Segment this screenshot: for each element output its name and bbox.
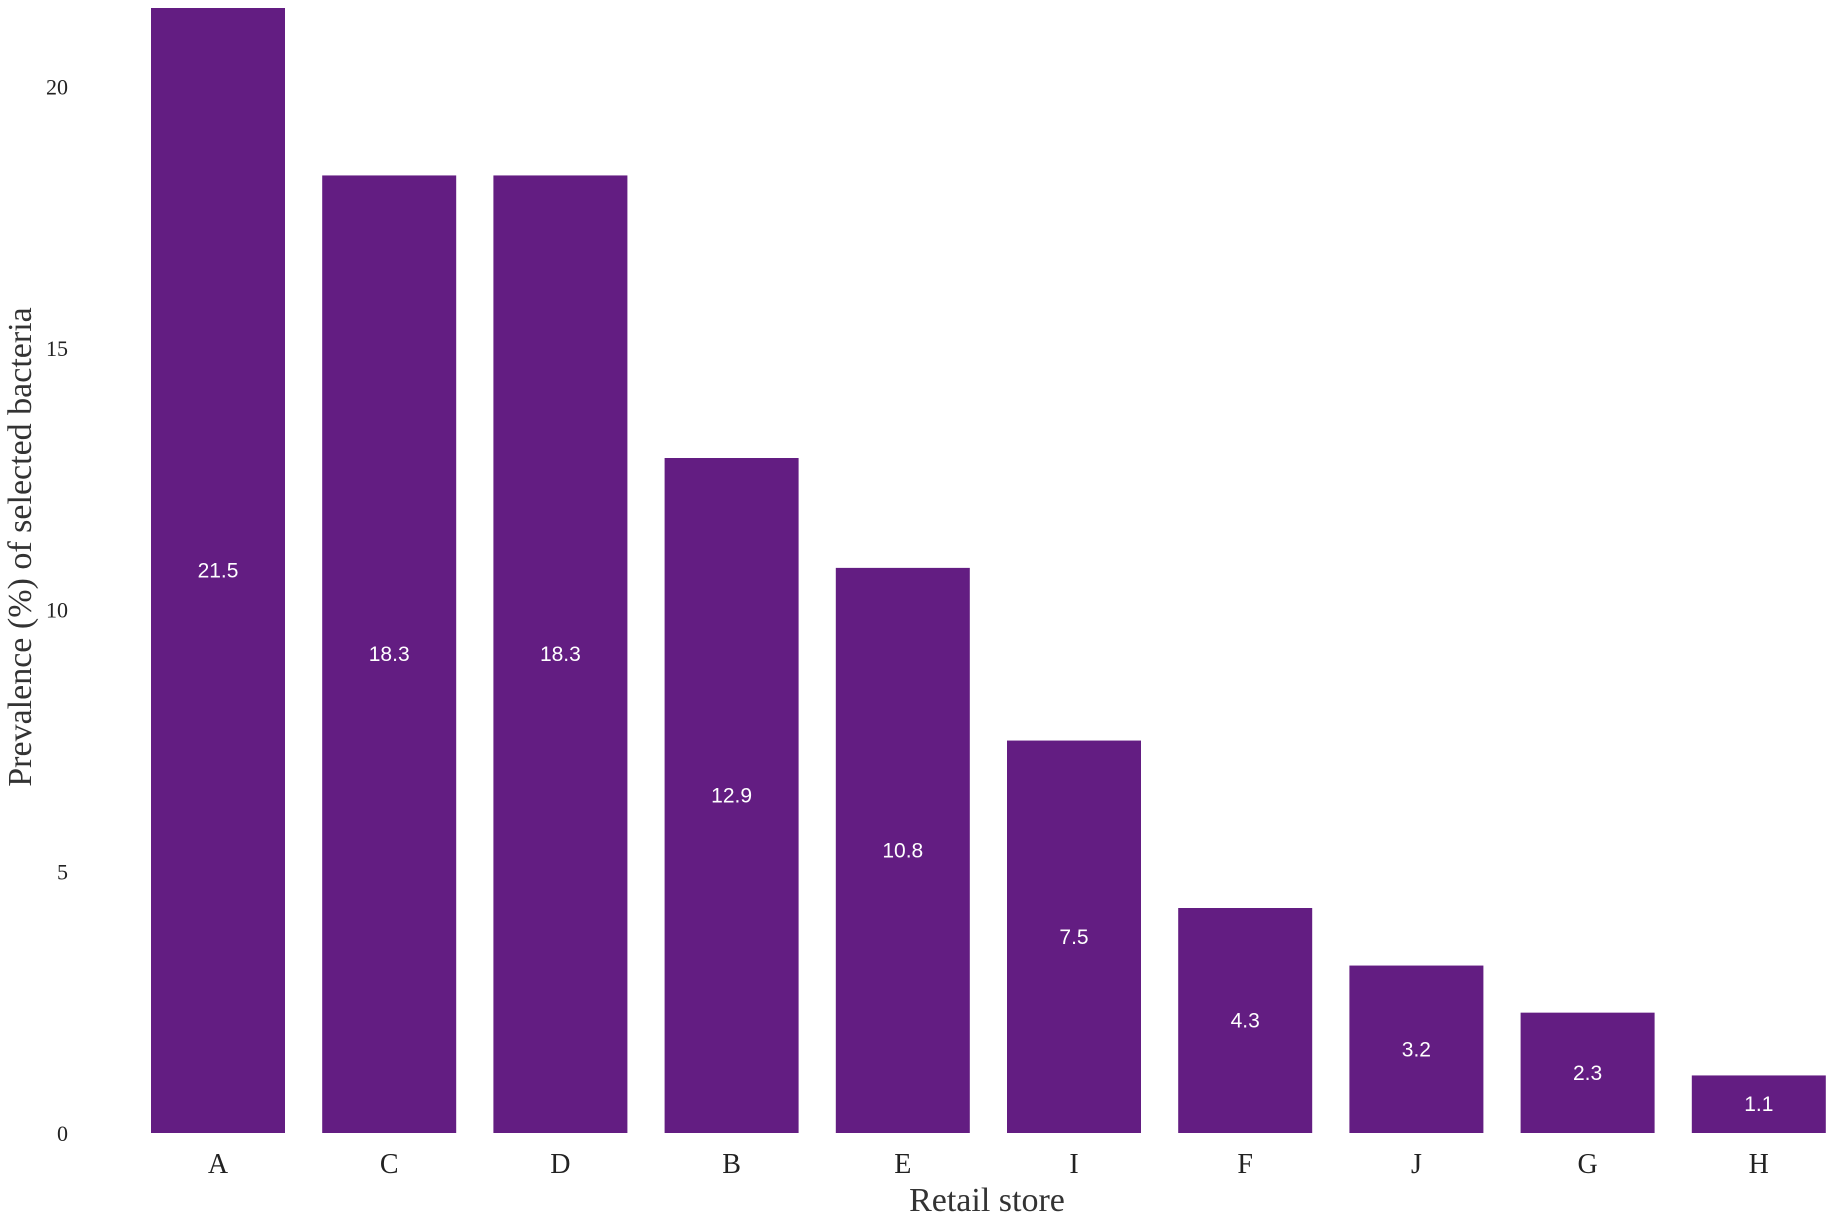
bar-value-label: 21.5	[198, 560, 239, 583]
x-tick-label: J	[1411, 1149, 1422, 1180]
bar-C	[322, 175, 457, 1133]
bar-G	[1520, 1012, 1655, 1133]
bars-group	[151, 8, 1826, 1133]
y-tick-label: 20	[46, 74, 68, 99]
y-tick-label: 5	[57, 859, 68, 884]
x-tick-label: E	[894, 1149, 911, 1180]
y-axis-title: Prevalence (%) of selected bacteria	[2, 307, 39, 787]
bar-value-label: 1.1	[1744, 1093, 1773, 1116]
x-tick-label: C	[380, 1149, 399, 1180]
bar-value-label: 10.8	[882, 839, 923, 862]
x-tick-label: G	[1577, 1149, 1597, 1180]
bar-E	[835, 567, 970, 1133]
x-tick-label: A	[208, 1149, 229, 1180]
x-tick-label: B	[722, 1149, 741, 1180]
bar-B	[664, 458, 799, 1133]
bar-A	[151, 8, 285, 1133]
bar-value-label: 18.3	[540, 643, 581, 666]
y-tick-label: 15	[46, 336, 68, 361]
bar-H	[1691, 1075, 1826, 1133]
x-axis-title: Retail store	[909, 1182, 1065, 1219]
x-tick-label: D	[550, 1149, 570, 1180]
bar-value-label: 12.9	[711, 785, 752, 808]
x-tick-label: F	[1237, 1149, 1253, 1180]
y-tick-label: 0	[57, 1121, 68, 1146]
bar-value-label: 7.5	[1059, 926, 1088, 949]
bar-value-label: 2.3	[1573, 1062, 1602, 1085]
bar-value-label: 3.2	[1402, 1038, 1431, 1061]
bar-D	[493, 175, 628, 1133]
bar-value-label: 4.3	[1231, 1010, 1260, 1033]
x-tick-label: I	[1069, 1149, 1078, 1180]
bar-J	[1349, 965, 1484, 1133]
bar-F	[1178, 908, 1313, 1133]
bar-I	[1007, 740, 1141, 1133]
y-axis-ticks: 0 5 10 15 20	[46, 74, 68, 1146]
bar-value-labels: 21.5 18.3 18.3 12.9 10.8 7.5 4.3 3.2 2.3 1.1	[198, 560, 1774, 1117]
x-tick-label: H	[1749, 1149, 1769, 1180]
y-tick-label: 10	[46, 598, 68, 623]
bar-value-label: 18.3	[369, 643, 410, 666]
